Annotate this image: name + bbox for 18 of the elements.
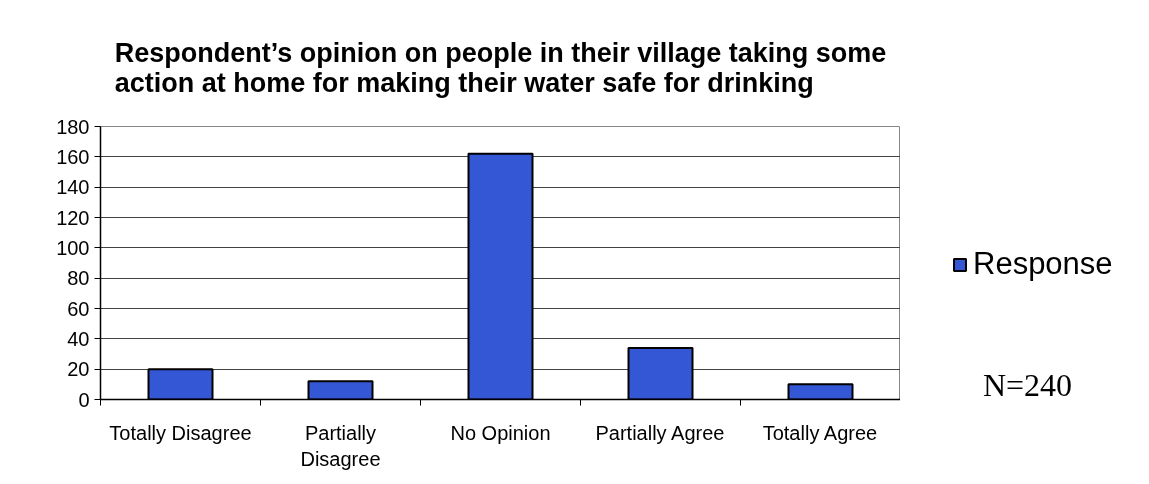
y-tick-label: 40 — [67, 327, 90, 350]
x-tick-label: Totally Disagree — [109, 421, 252, 444]
y-tick-label: 60 — [67, 297, 90, 320]
y-tick-label: 0 — [78, 388, 90, 411]
y-tick-label: 140 — [56, 176, 90, 199]
x-tick-label: Partially Disagree — [300, 421, 381, 470]
y-tick-label: 20 — [67, 358, 90, 381]
text: N=240 — [982, 366, 1073, 403]
legend-label: Response — [973, 246, 1113, 282]
y-tick-label: 100 — [56, 236, 90, 259]
x-tick-label: Partially Agree — [595, 421, 725, 444]
y-tick-label: 180 — [56, 115, 90, 138]
x-tick-label: No Opinion — [450, 421, 551, 444]
y-tick-label: 120 — [56, 206, 90, 229]
x-tick-label: Totally Agree — [762, 421, 878, 444]
y-tick-label: 80 — [67, 267, 90, 290]
y-tick-label: 160 — [56, 145, 90, 168]
chart-title: Respondent’s opinion on people in their village taking some action at home for making their water safe for drinking — [114, 37, 887, 98]
